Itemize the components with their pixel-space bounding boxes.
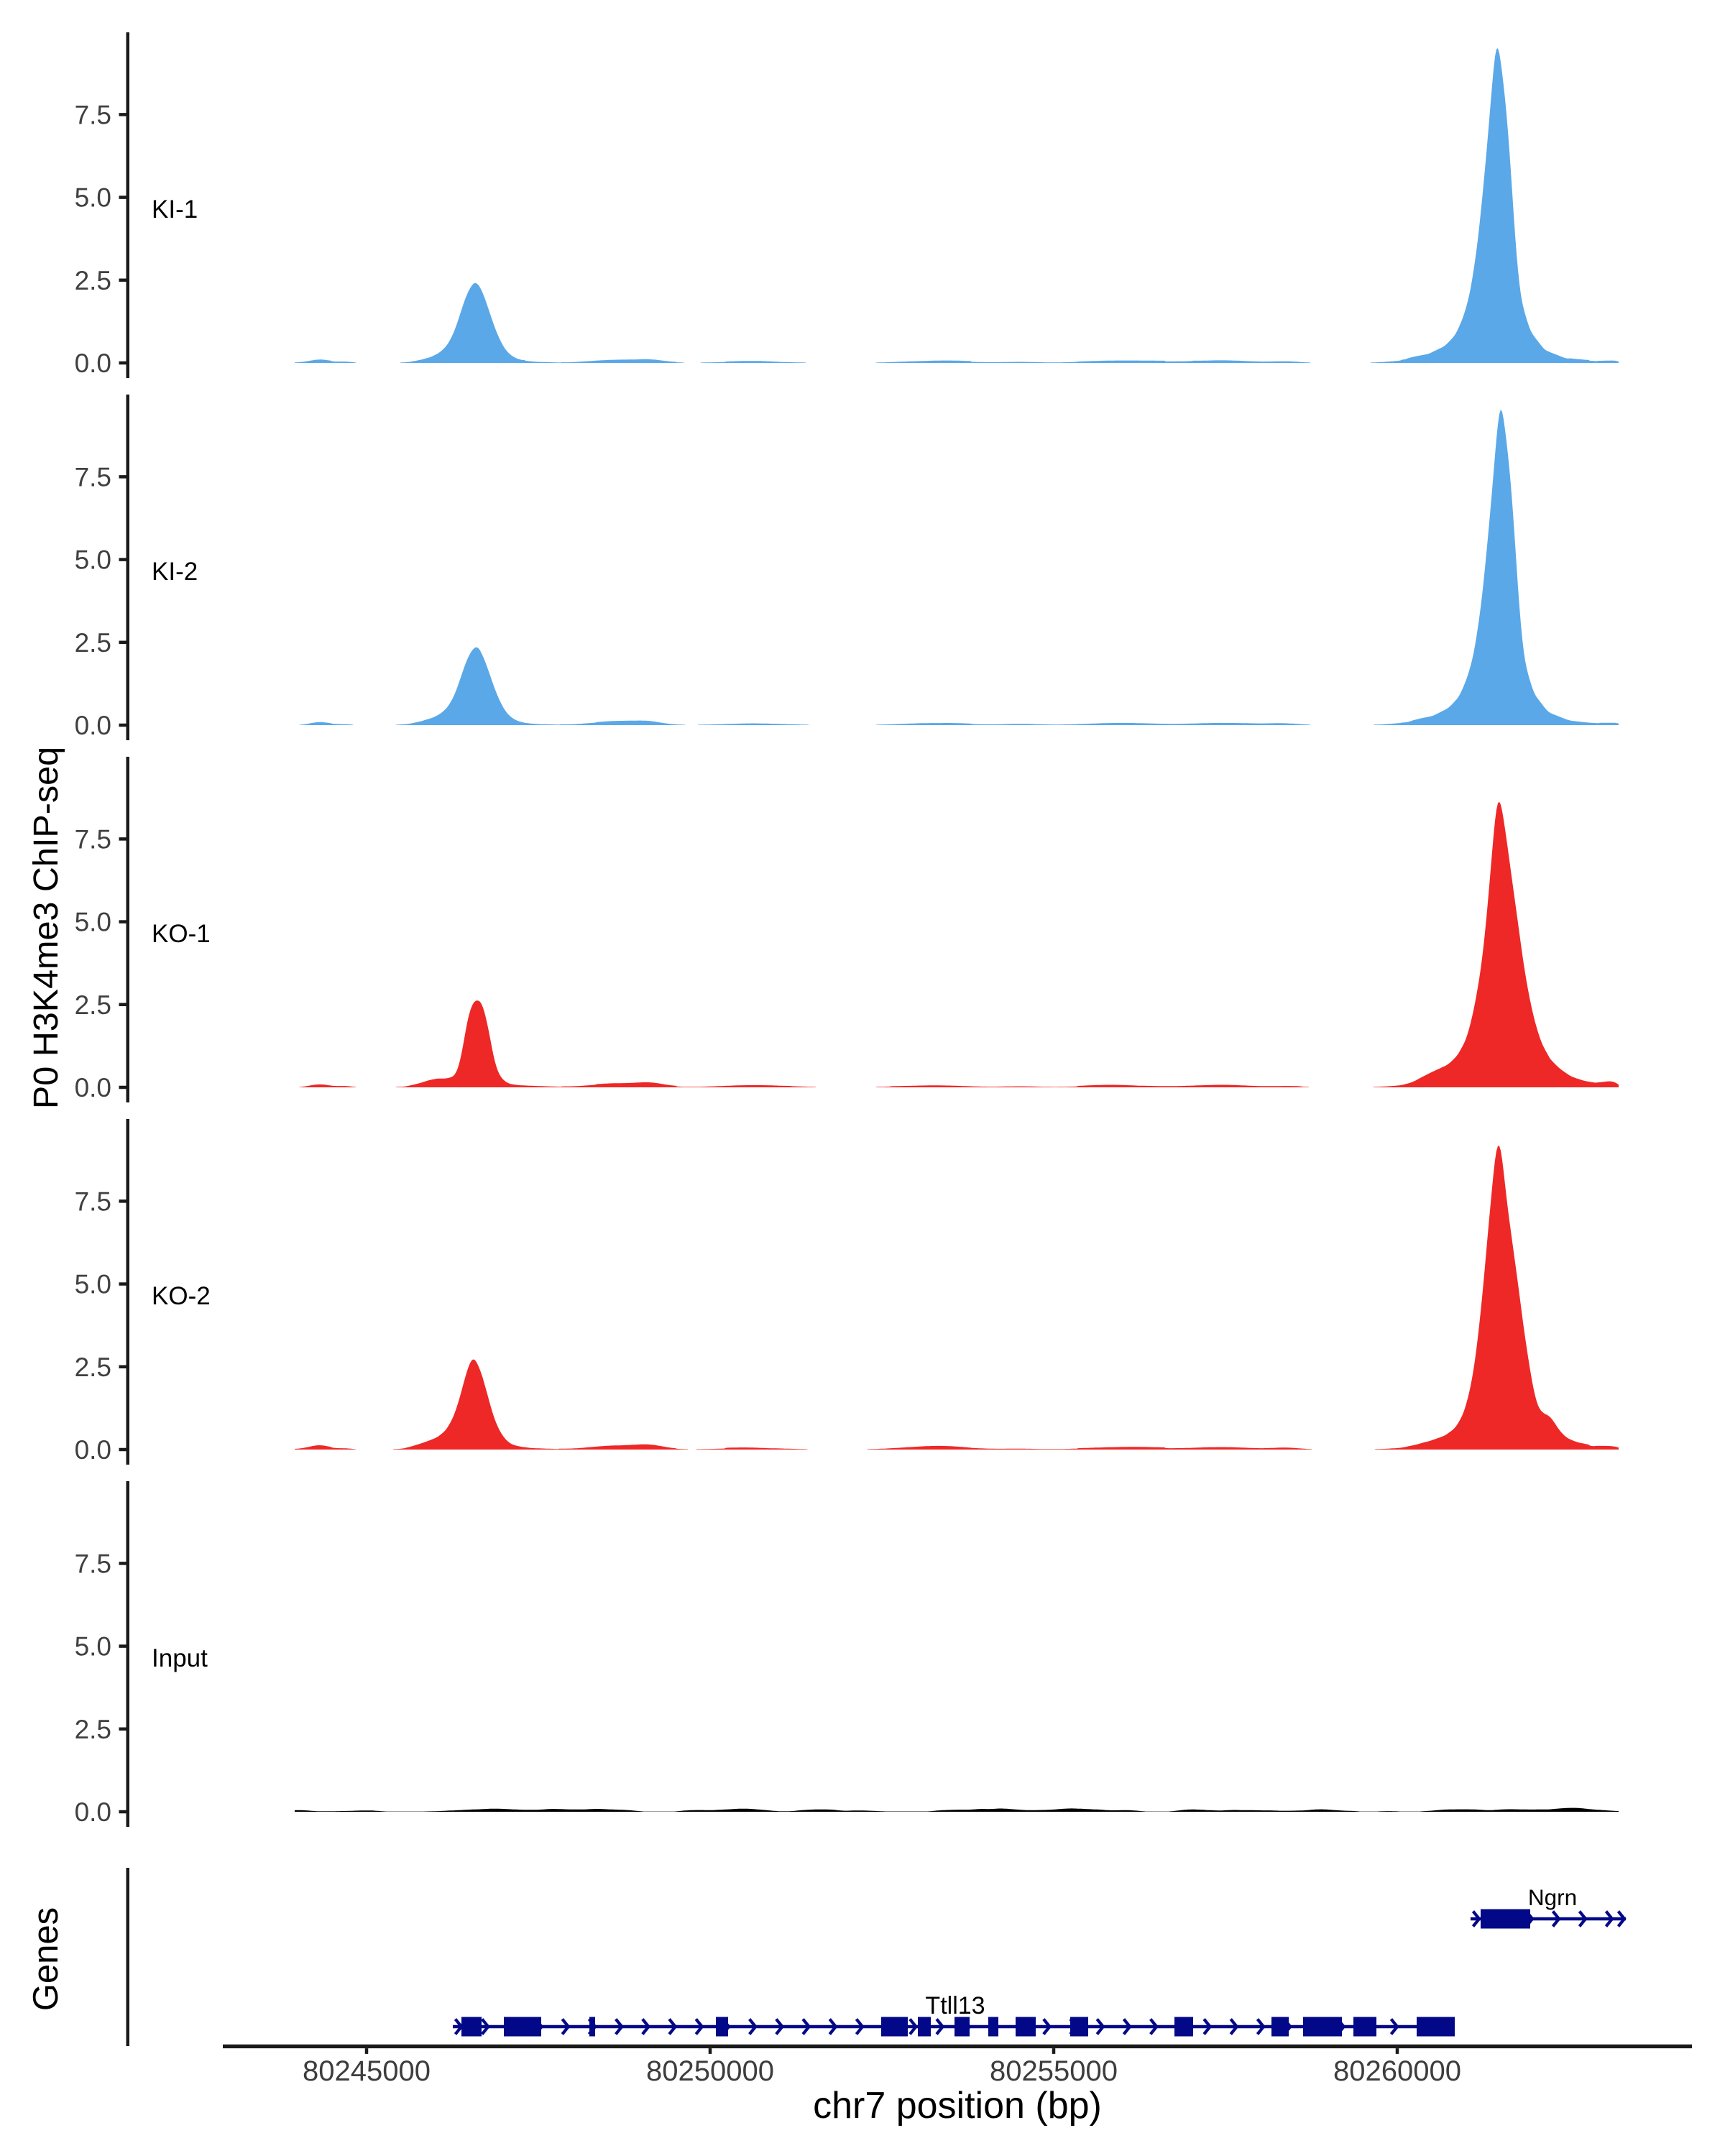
svg-text:2.5: 2.5 — [75, 628, 111, 658]
svg-text:Ttll13: Ttll13 — [925, 1992, 985, 2019]
svg-text:5.0: 5.0 — [75, 1270, 111, 1299]
svg-text:Ngrn: Ngrn — [1528, 1884, 1577, 1910]
svg-text:KI-1: KI-1 — [152, 195, 198, 224]
svg-text:7.5: 7.5 — [75, 100, 111, 129]
svg-text:5.0: 5.0 — [75, 908, 111, 937]
svg-text:7.5: 7.5 — [75, 462, 111, 492]
svg-text:5.0: 5.0 — [75, 183, 111, 213]
svg-text:5.0: 5.0 — [75, 1632, 111, 1662]
svg-text:KO-2: KO-2 — [152, 1282, 211, 1310]
svg-text:2.5: 2.5 — [75, 1353, 111, 1382]
svg-text:7.5: 7.5 — [75, 824, 111, 854]
svg-text:80250000: 80250000 — [646, 2055, 774, 2087]
svg-text:80260000: 80260000 — [1333, 2055, 1461, 2087]
svg-text:0.0: 0.0 — [75, 1073, 111, 1102]
svg-text:2.5: 2.5 — [75, 1715, 111, 1744]
svg-text:0.0: 0.0 — [75, 349, 111, 378]
svg-text:KI-2: KI-2 — [152, 558, 198, 586]
svg-text:2.5: 2.5 — [75, 266, 111, 295]
svg-text:7.5: 7.5 — [75, 1187, 111, 1216]
svg-text:Genes: Genes — [27, 1907, 65, 2011]
svg-text:0.0: 0.0 — [75, 711, 111, 740]
svg-text:80255000: 80255000 — [990, 2055, 1118, 2087]
svg-text:KO-1: KO-1 — [152, 920, 211, 948]
svg-text:2.5: 2.5 — [75, 990, 111, 1020]
svg-text:Input: Input — [152, 1644, 208, 1672]
svg-text:P0 H3K4me3 ChIP-seq: P0 H3K4me3 ChIP-seq — [27, 747, 65, 1109]
svg-text:80245000: 80245000 — [303, 2055, 431, 2087]
svg-text:5.0: 5.0 — [75, 545, 111, 575]
svg-text:7.5: 7.5 — [75, 1549, 111, 1578]
svg-text:chr7 position (bp): chr7 position (bp) — [813, 2085, 1102, 2127]
svg-text:0.0: 0.0 — [75, 1797, 111, 1827]
svg-text:0.0: 0.0 — [75, 1435, 111, 1465]
